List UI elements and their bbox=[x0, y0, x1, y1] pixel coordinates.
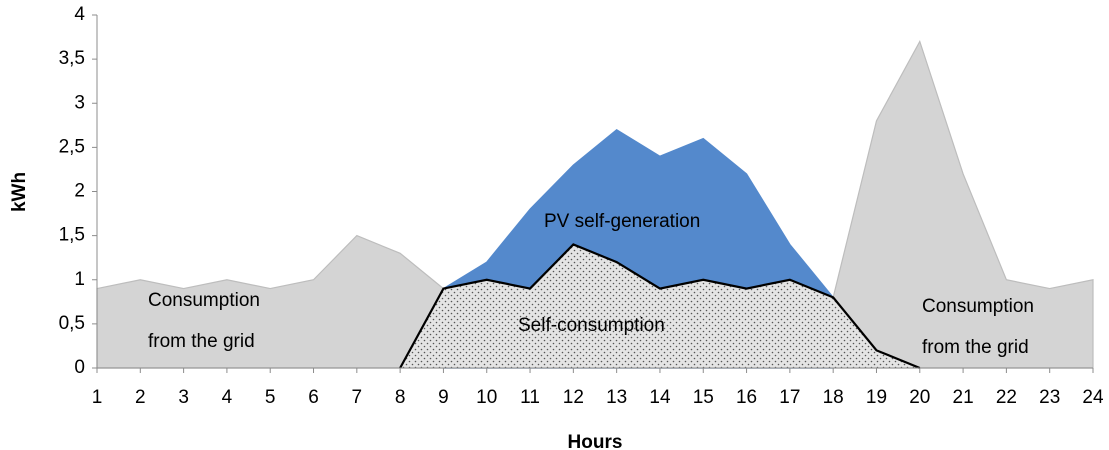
annotation: from the grid bbox=[148, 331, 255, 352]
x-tick-label: 12 bbox=[563, 387, 584, 408]
x-tick-label: 5 bbox=[265, 387, 276, 408]
x-tick-label: 10 bbox=[476, 387, 497, 408]
x-tick-label: 7 bbox=[352, 387, 363, 408]
x-tick-label: 15 bbox=[693, 387, 714, 408]
x-axis-label: Hours bbox=[568, 432, 623, 450]
x-tick-label: 19 bbox=[866, 387, 887, 408]
y-tick-label: 4 bbox=[74, 4, 85, 25]
y-axis-label: kWh bbox=[9, 172, 30, 212]
x-tick-label: 23 bbox=[1039, 387, 1060, 408]
y-tick-label: 1 bbox=[74, 269, 85, 290]
x-tick-label: 16 bbox=[736, 387, 757, 408]
annotation: from the grid bbox=[922, 337, 1029, 358]
x-tick-label: 13 bbox=[606, 387, 627, 408]
x-tick-label: 6 bbox=[308, 387, 319, 408]
y-tick-label: 3 bbox=[74, 92, 85, 113]
x-tick-label: 20 bbox=[909, 387, 930, 408]
y-tick-label: 1,5 bbox=[59, 225, 85, 246]
x-tick-label: 3 bbox=[178, 387, 189, 408]
x-tick-label: 18 bbox=[823, 387, 844, 408]
x-tick-label: 17 bbox=[779, 387, 800, 408]
x-tick-label: 9 bbox=[438, 387, 449, 408]
annotation: Consumption bbox=[922, 296, 1034, 317]
y-tick-label: 0 bbox=[74, 357, 85, 378]
annotation: Self-consumption bbox=[518, 315, 665, 336]
x-tick-label: 22 bbox=[996, 387, 1017, 408]
annotation: Consumption bbox=[148, 290, 260, 311]
line bbox=[399, 243, 921, 370]
y-tick-label: 3,5 bbox=[59, 48, 85, 69]
x-tick-label: 11 bbox=[520, 387, 540, 408]
y-tick-label: 2 bbox=[74, 181, 85, 202]
area bbox=[400, 244, 920, 368]
annotation: PV self-generation bbox=[544, 211, 700, 232]
x-tick-label: 2 bbox=[135, 387, 146, 408]
y-tick-label: 2,5 bbox=[59, 136, 85, 157]
x-tick-label: 21 bbox=[953, 387, 974, 408]
x-tick-label: 8 bbox=[395, 387, 406, 408]
x-tick-label: 4 bbox=[222, 387, 233, 408]
x-tick-label: 1 bbox=[92, 387, 103, 408]
x-tick-label: 14 bbox=[649, 387, 671, 408]
y-tick-label: 0,5 bbox=[59, 313, 85, 334]
x-tick-label: 24 bbox=[1082, 387, 1104, 408]
